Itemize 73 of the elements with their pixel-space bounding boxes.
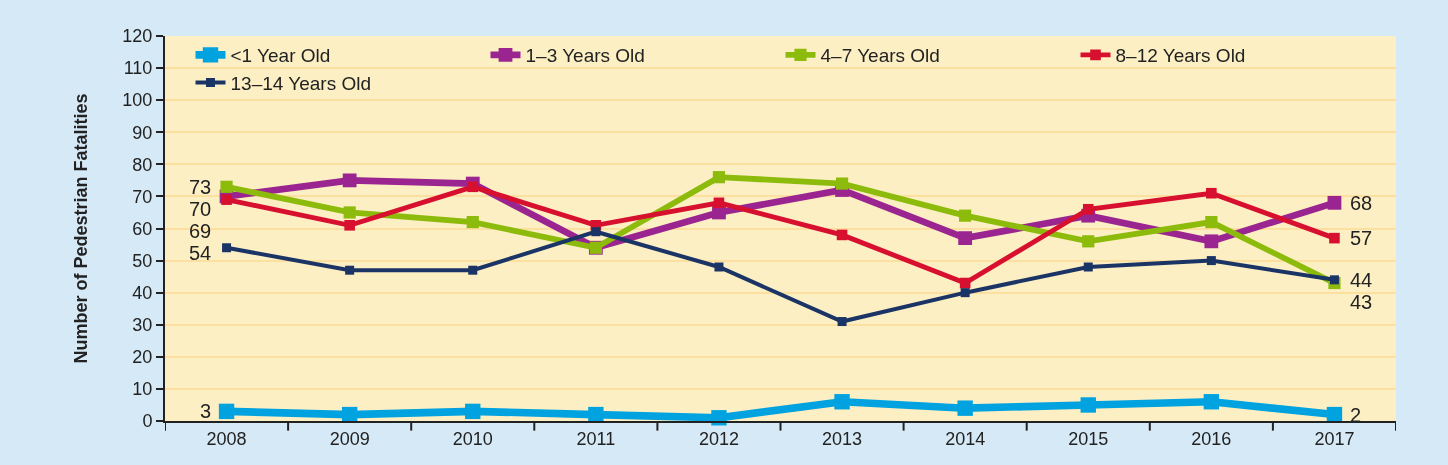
point [957,400,973,416]
legend-label: 8–12 Years Old [1115,45,1246,67]
x-tick-label: 2009 [329,428,370,449]
point [468,265,478,275]
point [1206,256,1216,266]
y-tick-label: 80 [132,154,153,175]
y-axis-title: Number of Pedestrian Fatalities [71,93,92,364]
point [834,394,850,410]
point [712,171,726,184]
y-tick-label: 100 [122,90,153,111]
point [591,227,601,237]
y-tick-label: 90 [132,122,153,143]
y-tick-label: 30 [132,315,153,336]
point [343,206,356,219]
y-tick-label: 10 [132,379,153,400]
data-label: 70 [189,198,212,220]
data-label: 57 [1350,227,1373,249]
point [220,180,233,193]
point [835,177,849,190]
y-tick-label: 20 [132,347,153,368]
point [1082,203,1094,215]
data-label: 73 [189,176,212,198]
y-tick-label: 110 [123,58,153,79]
point [345,265,355,275]
data-label: 69 [189,220,212,242]
point [218,403,235,420]
y-tick-label: 120 [122,26,153,47]
y-tick-label: 50 [132,250,153,271]
x-tick-label: 2016 [1191,428,1232,449]
legend-label: 4–7 Years Old [820,45,940,67]
x-tick-label: 2012 [698,428,739,449]
y-tick-label: 0 [142,411,153,432]
point [960,288,970,298]
x-tick-label: 2013 [822,428,863,449]
point [342,173,357,188]
y-tick-label: 60 [132,218,153,239]
point [1329,275,1339,285]
point [465,403,481,420]
point [1205,215,1218,229]
point [222,243,232,253]
y-tick-label: 70 [132,186,153,207]
point [467,181,479,193]
point [466,215,479,229]
point [1082,235,1095,248]
y-tick-label: 40 [132,282,153,303]
data-label: 3 [200,400,212,422]
point [714,262,724,272]
legend-label: 1–3 Years Old [525,45,645,67]
x-tick-label: 2011 [576,428,616,449]
point [1080,397,1096,413]
point [588,406,604,423]
x-tick-label: 2014 [945,428,986,449]
point [1203,394,1220,410]
x-tick-label: 2010 [452,428,493,449]
data-label: 68 [1350,192,1373,214]
point [959,209,972,222]
data-label: 54 [189,242,212,264]
point [1327,195,1342,210]
data-label: 43 [1350,291,1373,313]
point [1204,234,1219,249]
point [344,219,355,231]
x-tick-label: 2015 [1068,428,1109,449]
data-label: 44 [1350,269,1373,291]
legend-label: 13–14 Years Old [230,72,372,94]
point [1083,262,1093,272]
point [1329,232,1340,244]
point [1206,187,1217,199]
point [958,231,973,246]
x-tick-label: 2017 [1314,428,1355,449]
x-tick-label: 2008 [206,428,247,449]
point [837,317,847,327]
point [221,194,232,205]
legend-label: <1 Year Old [230,45,331,67]
